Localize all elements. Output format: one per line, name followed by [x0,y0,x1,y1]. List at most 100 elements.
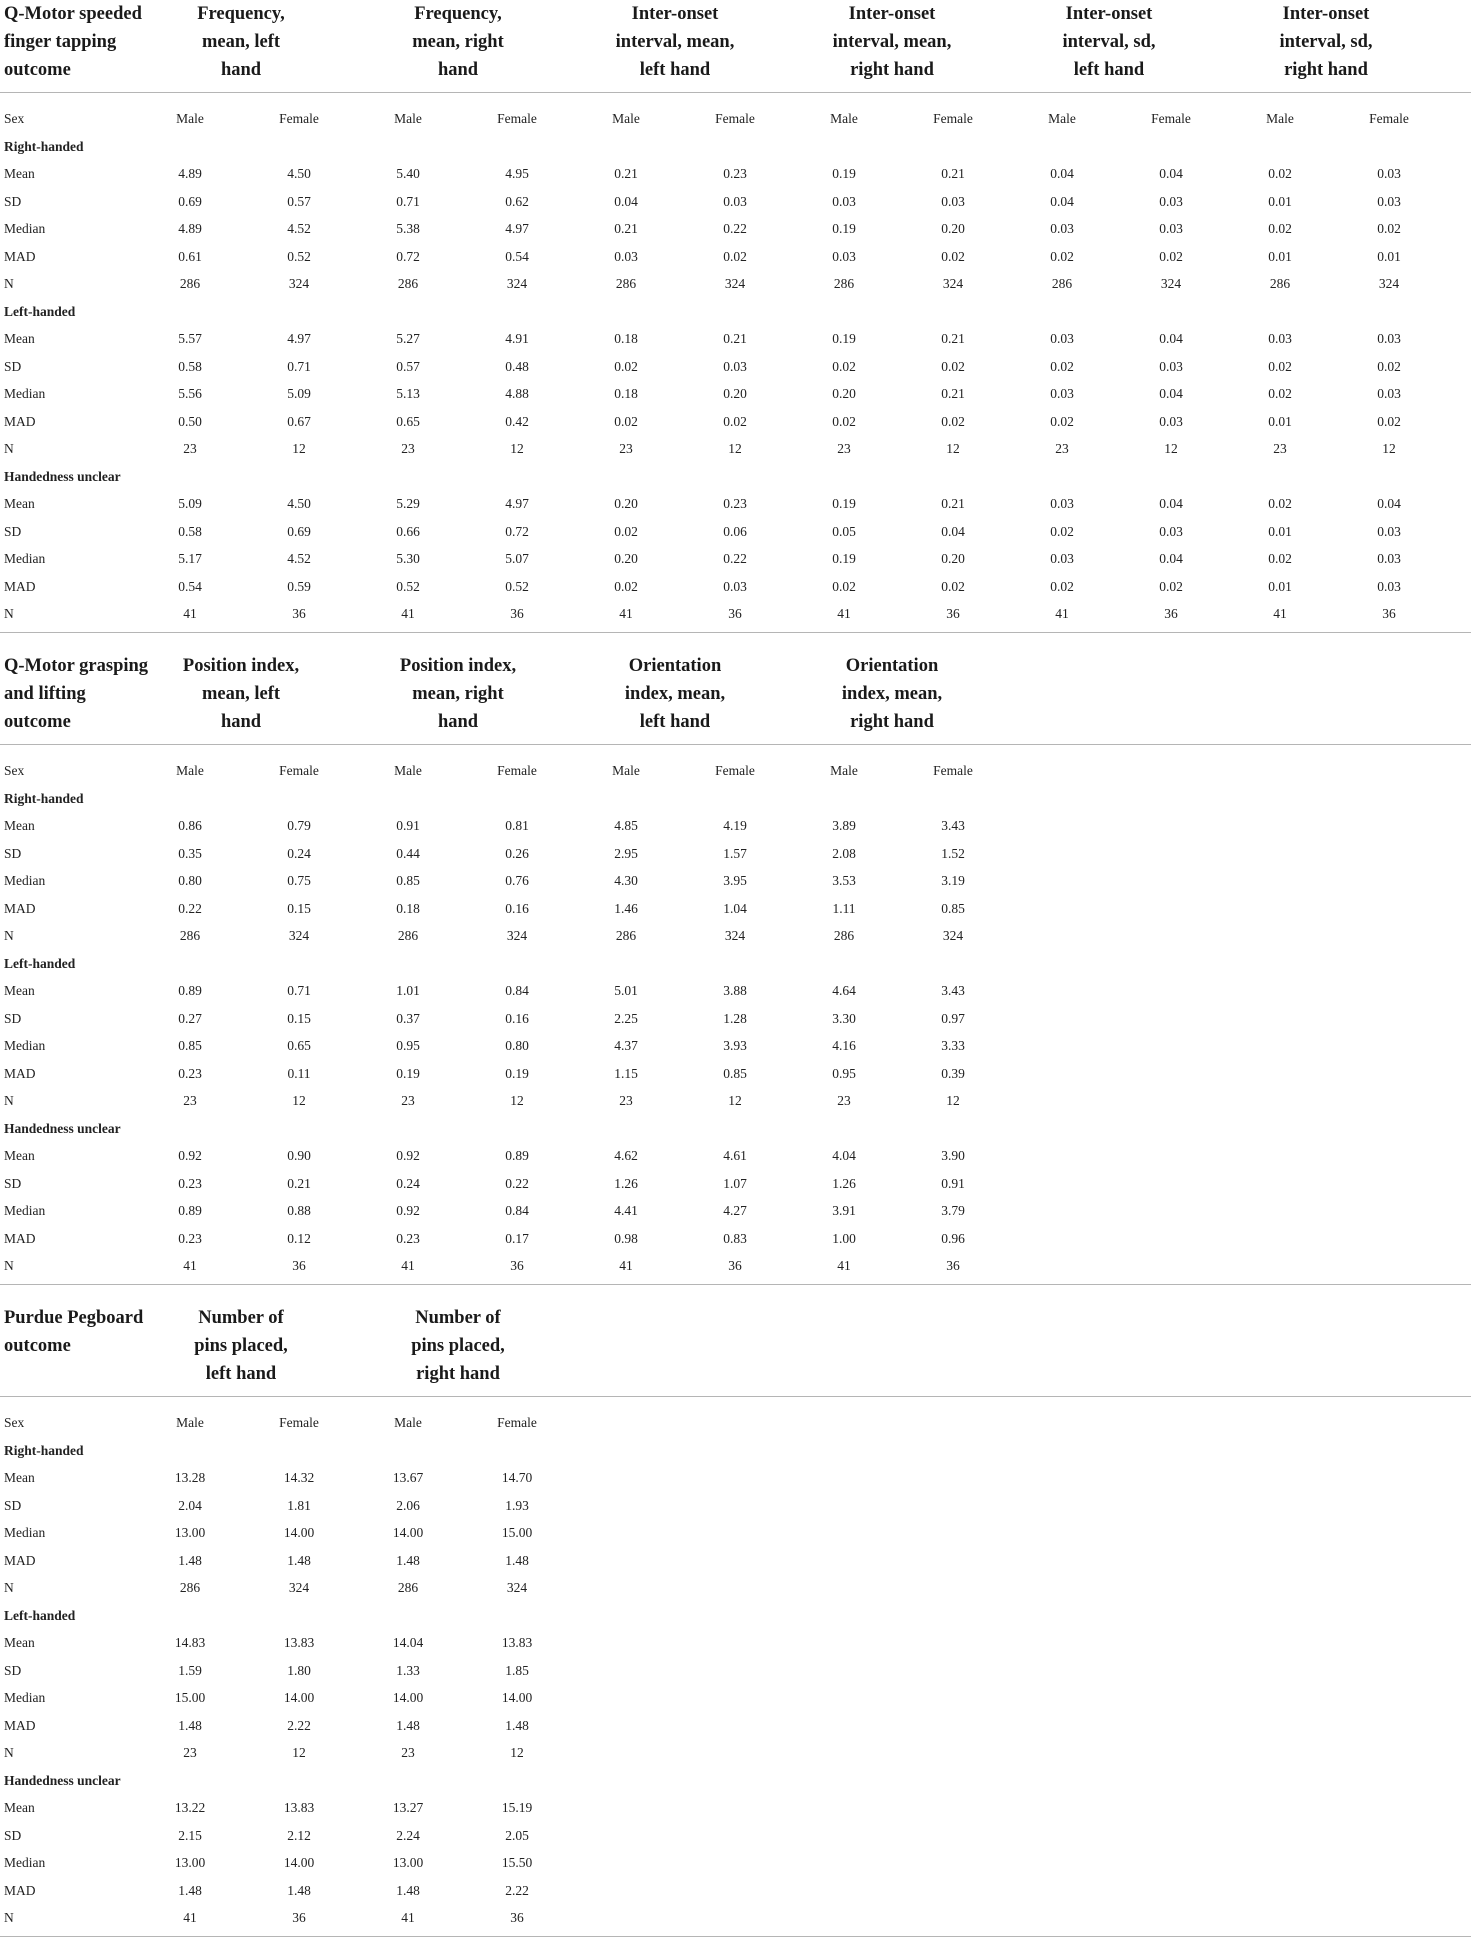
value-cell: 1.48 [505,1717,529,1733]
value-cell: 0.90 [287,1148,311,1163]
value-cell: 286 [179,276,201,291]
value-cell: 324 [724,276,746,291]
column-header: Inter-onset interval, mean, right hand [807,0,977,84]
group-label: Handedness unclear [4,468,121,484]
value-cell: 0.97 [941,1010,965,1026]
stat-label: Mean [4,1148,35,1163]
value-cell: 5.40 [396,166,420,181]
value-cell: 14.00 [501,1690,533,1705]
value-cell: 36 [728,606,742,621]
value-cell: 0.02 [1159,248,1183,264]
group-label: Right-handed [4,138,84,154]
sex-cell: Female [279,763,319,778]
value-cell: 2.15 [178,1827,202,1843]
value-cell: 14.70 [501,1470,533,1485]
value-cell: 0.65 [396,413,420,429]
stat-label: SD [4,1497,22,1513]
value-cell: 13.83 [501,1635,533,1650]
value-cell: 0.02 [1050,578,1074,594]
value-cell: 23 [401,441,415,456]
value-cell: 0.02 [1268,386,1292,401]
value-cell: 3.88 [723,983,747,998]
column-header-line: Frequency, [197,4,285,24]
table-row: Mean 13.22 13.83 13.27 15.19 [0,1794,1471,1821]
value-cell: 0.03 [1377,386,1401,401]
value-cell: 324 [942,928,964,943]
value-cell: 0.02 [1268,551,1292,566]
table-row: N 41 36 41 36 [0,1904,1471,1931]
table-row: Mean 5.09 4.50 5.29 4.97 0.20 0.23 0.19 0.21 0.03… [0,490,1471,517]
column-header: Orientation index, mean, left hand [590,652,760,736]
section-title: Purdue Pegboard outcome [4,1304,164,1360]
value-cell: 324 [506,276,528,291]
column-header-line: Number of [415,1308,501,1328]
value-cell: 0.75 [287,873,311,888]
group-row: Right-handed [0,133,1471,160]
value-cell: 5.30 [396,551,420,566]
column-header-line: Inter-onset [1065,4,1153,24]
value-cell: 0.52 [287,248,311,264]
value-cell: 14.00 [392,1525,424,1540]
sex-label: Sex [4,111,25,126]
value-cell: 0.02 [832,413,856,429]
value-cell: 0.85 [723,1065,747,1081]
value-cell: 4.88 [505,386,529,401]
value-cell: 0.23 [723,166,747,181]
value-cell: 41 [183,1258,197,1273]
value-cell: 23 [183,1745,197,1760]
value-cell: 1.57 [723,845,747,861]
value-cell: 0.50 [178,413,202,429]
section-title: Q-Motor grasping and lifting outcome [4,652,164,736]
sex-cell: Female [279,111,319,126]
value-cell: 1.26 [832,1175,856,1191]
value-cell: 0.71 [396,193,420,209]
group-label: Left-handed [4,955,76,971]
value-cell: 23 [619,1093,633,1108]
value-cell: 0.04 [941,523,965,539]
column-header-line: Inter-onset [848,4,936,24]
section-header: Purdue Pegboard outcome Number of pins plac… [0,1304,1471,1388]
stat-label: N [4,928,14,943]
value-cell: 2.04 [178,1497,202,1513]
value-cell: 4.41 [614,1203,638,1218]
value-cell: 0.02 [1050,413,1074,429]
stat-label: SD [4,1662,22,1678]
value-cell: 0.59 [287,578,311,594]
table-row: Median 5.56 5.09 5.13 4.88 0.18 0.20 0.20 0.21 0.… [0,380,1471,407]
value-cell: 0.79 [287,818,311,833]
value-cell: 0.21 [941,496,965,511]
value-cell: 324 [506,928,528,943]
value-cell: 4.89 [178,166,202,181]
value-cell: 0.20 [723,386,747,401]
value-cell: 3.95 [723,873,747,888]
stat-label: MAD [4,900,36,916]
column-header-line: interval, mean, [832,32,952,52]
value-cell: 0.72 [505,523,529,539]
value-cell: 1.28 [723,1010,747,1026]
value-cell: 23 [183,1093,197,1108]
stat-label: SD [4,845,22,861]
value-cell: 15.00 [501,1525,533,1540]
value-cell: 0.21 [941,386,965,401]
stat-label: Median [4,1038,46,1053]
value-cell: 0.03 [1268,331,1292,346]
stat-label: SD [4,523,22,539]
value-cell: 0.02 [832,578,856,594]
value-cell: 286 [1269,276,1291,291]
value-cell: 0.20 [941,551,965,566]
stat-label: SD [4,1175,22,1191]
table-row: N 23 12 23 12 23 12 23 12 23 12 23 12 [0,435,1471,462]
value-cell: 0.18 [614,331,638,346]
value-cell: 23 [837,1093,851,1108]
value-cell: 4.97 [505,221,529,236]
value-cell: 0.85 [178,1038,202,1053]
value-cell: 0.03 [1377,331,1401,346]
stat-label: Median [4,221,46,236]
value-cell: 286 [179,928,201,943]
table-row: Median 0.85 0.65 0.95 0.80 4.37 3.93 4.16 3.33 [0,1032,1471,1059]
stat-label: N [4,1745,14,1760]
group-row: Left-handed [0,950,1471,977]
value-cell: 324 [1378,276,1400,291]
value-cell: 0.65 [287,1038,311,1053]
table-row: Median 0.89 0.88 0.92 0.84 4.41 4.27 3.91 3.79 [0,1197,1471,1224]
